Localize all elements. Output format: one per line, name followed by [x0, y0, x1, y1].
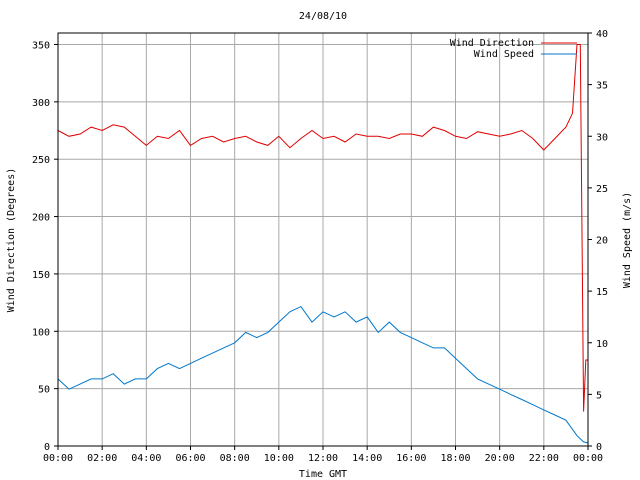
series-lines [57, 44, 589, 444]
y-left-tick-label: 250 [32, 155, 50, 166]
y-right-tick-label: 35 [596, 81, 608, 92]
y-right-tick-label: 25 [596, 184, 608, 195]
y-right-tick-label: 15 [596, 287, 608, 298]
x-tick-label: 22:00 [529, 453, 559, 464]
y-left-tick-label: 50 [38, 385, 50, 396]
y-axis-left-label: Wind Direction (Degrees) [6, 168, 17, 313]
y-right-tick-label: 30 [596, 132, 608, 143]
plot-frame [57, 32, 589, 447]
x-tick-label: 08:00 [220, 453, 250, 464]
grid [58, 33, 588, 446]
y-right-tick-label: 5 [596, 390, 602, 401]
x-tick-label: 00:00 [43, 453, 73, 464]
y-left-tick-label: 200 [32, 213, 50, 224]
legend: Wind Direction Wind Speed [450, 38, 577, 60]
x-axis-label: Time GMT [299, 469, 347, 480]
legend-label-wind-speed: Wind Speed [474, 49, 534, 60]
left-axis-ticks: 0 50 100 150 200 250 300 350 [32, 40, 58, 453]
y-left-tick-label: 150 [32, 270, 50, 281]
y-left-tick-label: 0 [44, 442, 50, 453]
series-line-wind-direction [57, 44, 588, 412]
x-tick-label: 10:00 [264, 453, 294, 464]
y-right-tick-label: 0 [596, 442, 602, 453]
y-left-tick-label: 300 [32, 98, 50, 109]
x-tick-label: 04:00 [131, 453, 161, 464]
x-tick-label: 12:00 [308, 453, 338, 464]
y-left-tick-label: 100 [32, 327, 50, 338]
x-tick-label: 16:00 [396, 453, 426, 464]
legend-label-wind-direction: Wind Direction [450, 38, 534, 49]
x-tick-label: 02:00 [87, 453, 117, 464]
right-axis-ticks: 0 5 10 15 20 25 30 35 40 [588, 29, 608, 453]
x-tick-label: 00:00 [573, 453, 603, 464]
x-tick-label: 18:00 [440, 453, 470, 464]
x-tick-label: 06:00 [175, 453, 205, 464]
x-axis-ticks: 00:00 02:00 04:00 06:00 08:00 10:00 12:00 14:00… [43, 446, 603, 464]
series-line-wind-speed [57, 305, 589, 444]
y-right-tick-label: 10 [596, 339, 608, 350]
chart-title: 24/08/10 [299, 11, 347, 22]
y-left-tick-label: 350 [32, 40, 50, 51]
x-tick-label: 14:00 [352, 453, 382, 464]
y-right-tick-label: 20 [596, 236, 608, 247]
y-right-tick-label: 40 [596, 29, 608, 40]
y-axis-right-label: Wind Speed (m/s) [622, 192, 633, 288]
x-tick-label: 20:00 [485, 453, 515, 464]
